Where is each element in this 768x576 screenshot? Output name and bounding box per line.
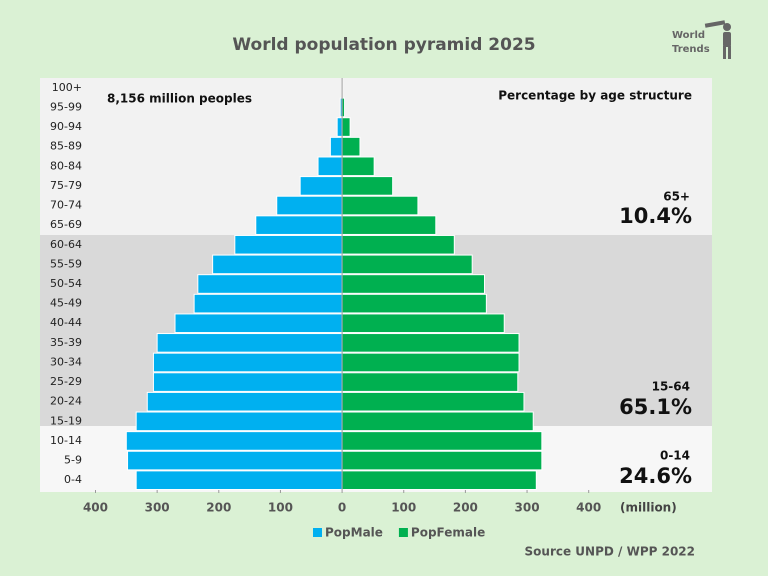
bar (212, 254, 343, 275)
bar (329, 136, 343, 157)
y-tick-label: 100+ (52, 81, 82, 94)
bar (341, 156, 375, 177)
y-tick-label: 50-54 (50, 277, 82, 290)
bar (197, 274, 343, 294)
x-tick-label: 100 (268, 501, 293, 515)
y-tick-label: 25-29 (50, 375, 82, 388)
y-tick-label: 40-44 (50, 316, 82, 329)
bar (341, 176, 394, 196)
y-tick-label: 15-19 (50, 414, 82, 427)
legend-swatch (313, 528, 322, 537)
bar (152, 372, 343, 392)
bar (174, 313, 343, 334)
x-unit-label: (million) (620, 501, 677, 515)
y-tick-label: 65-69 (50, 218, 82, 231)
bar (317, 156, 343, 177)
bar (127, 450, 343, 471)
bar (341, 352, 520, 373)
y-tick-label: 5-9 (64, 454, 82, 467)
bar (135, 470, 343, 490)
bar (341, 372, 519, 392)
bar (156, 333, 343, 353)
x-tick-label: 300 (145, 501, 170, 515)
x-tick-label: 100 (391, 501, 416, 515)
bar (255, 215, 343, 235)
y-tick-label: 60-64 (50, 238, 82, 251)
bar (341, 450, 543, 471)
y-tick-label: 70-74 (50, 199, 82, 212)
bar (341, 470, 537, 490)
bar (125, 431, 343, 451)
bar (336, 117, 343, 137)
structure-title: Percentage by age structure (498, 89, 692, 103)
y-tick-label: 55-59 (50, 257, 82, 270)
x-tick-label: 400 (576, 501, 601, 515)
group-label: 15-64 (652, 380, 690, 394)
bar (276, 195, 343, 216)
bar (146, 391, 343, 412)
y-tick-label: 0-4 (64, 473, 82, 486)
logo-figure (704, 20, 731, 59)
bar (341, 313, 505, 334)
x-tick-label: 200 (206, 501, 231, 515)
chart-title: World population pyramid 2025 (232, 35, 535, 55)
bar (299, 176, 343, 196)
y-tick-label: 45-49 (50, 297, 82, 310)
bar (341, 274, 486, 294)
y-tick-label: 20-24 (50, 395, 82, 408)
y-tick-label: 10-14 (50, 434, 82, 447)
y-tick-label: 95-99 (50, 100, 82, 113)
y-tick-label: 35-39 (50, 336, 82, 349)
bar (341, 215, 437, 235)
bar (341, 254, 473, 275)
x-tick-label: 400 (83, 501, 108, 515)
legend-label: PopFemale (411, 526, 485, 540)
bar (341, 391, 525, 412)
bar (341, 431, 543, 451)
bar (234, 234, 343, 255)
bar (193, 293, 343, 314)
bar (341, 117, 351, 137)
bar (341, 136, 361, 157)
source: Source UNPD / WPP 2022 (525, 545, 695, 559)
group-share: 10.4% (619, 204, 692, 228)
group-label: 65+ (663, 190, 690, 204)
y-tick-label: 30-34 (50, 355, 82, 368)
logo-text: Trends (672, 44, 710, 55)
group-share: 24.6% (619, 464, 692, 488)
y-tick-label: 90-94 (50, 120, 82, 133)
y-tick-label: 85-89 (50, 140, 82, 153)
logo-text: World (672, 30, 705, 41)
legend-label: PopMale (325, 526, 383, 540)
bar (341, 195, 419, 216)
bar (152, 352, 343, 373)
legend-swatch (398, 528, 408, 537)
x-tick-label: 300 (515, 501, 540, 515)
group-share: 65.1% (619, 395, 692, 419)
x-tick-label: 200 (453, 501, 478, 515)
bar (341, 293, 487, 314)
bar (341, 234, 455, 255)
y-tick-label: 80-84 (50, 159, 82, 172)
total-label: 8,156 million peoples (107, 92, 252, 106)
bar (135, 411, 343, 432)
group-label: 0-14 (660, 449, 690, 463)
y-tick-label: 75-79 (50, 179, 82, 192)
bar (341, 333, 520, 353)
x-tick-label: 0 (338, 501, 346, 515)
bar (341, 411, 534, 432)
